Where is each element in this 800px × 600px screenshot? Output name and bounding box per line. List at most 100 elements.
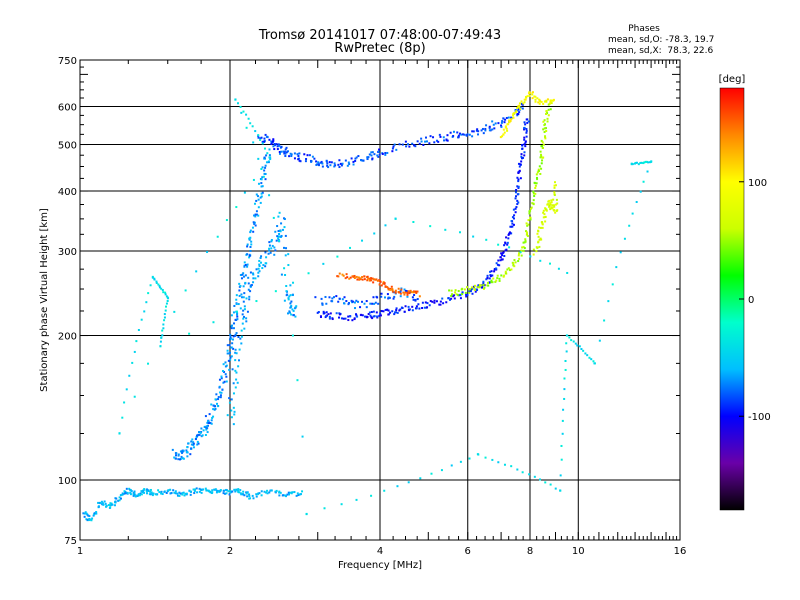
data-point bbox=[348, 163, 351, 166]
data-point bbox=[233, 413, 236, 416]
data-point bbox=[472, 130, 475, 133]
data-point bbox=[463, 288, 466, 291]
data-point bbox=[553, 205, 556, 208]
data-point bbox=[226, 344, 229, 347]
data-point bbox=[468, 133, 471, 136]
data-point bbox=[439, 303, 442, 306]
data-point bbox=[233, 410, 236, 413]
data-point bbox=[538, 102, 541, 105]
data-point bbox=[261, 267, 264, 270]
data-point bbox=[493, 270, 496, 273]
data-point bbox=[181, 493, 184, 496]
data-point bbox=[514, 261, 517, 264]
data-point bbox=[284, 495, 287, 498]
data-point bbox=[230, 314, 233, 317]
data-point bbox=[535, 246, 538, 249]
data-point bbox=[553, 184, 556, 187]
colorbar-tick-label: -100 bbox=[748, 412, 771, 423]
data-point bbox=[391, 310, 394, 313]
data-point bbox=[378, 153, 381, 156]
data-point bbox=[137, 328, 140, 331]
data-point bbox=[544, 100, 547, 103]
data-point bbox=[380, 309, 383, 312]
data-point bbox=[504, 270, 507, 273]
x-axis-label: Frequency [MHz] bbox=[338, 560, 422, 571]
data-point bbox=[534, 95, 537, 98]
data-point bbox=[506, 243, 509, 246]
data-point bbox=[149, 493, 152, 496]
data-point bbox=[327, 166, 330, 169]
data-point bbox=[259, 196, 262, 199]
data-point bbox=[181, 449, 184, 452]
data-point bbox=[260, 195, 263, 198]
data-point bbox=[507, 233, 510, 236]
data-point bbox=[366, 275, 369, 278]
data-point bbox=[433, 141, 436, 144]
data-point bbox=[272, 138, 275, 141]
data-point bbox=[347, 315, 350, 318]
data-point bbox=[169, 488, 172, 491]
data-point bbox=[236, 315, 239, 318]
data-point bbox=[548, 205, 551, 208]
data-point bbox=[420, 137, 423, 140]
data-point bbox=[140, 318, 143, 321]
data-point bbox=[525, 95, 528, 98]
data-point bbox=[290, 492, 293, 495]
data-point bbox=[386, 308, 389, 311]
data-point bbox=[224, 373, 227, 376]
data-point bbox=[216, 235, 219, 238]
data-point bbox=[301, 490, 304, 493]
data-point bbox=[305, 512, 308, 515]
data-point bbox=[398, 143, 401, 146]
data-point bbox=[249, 246, 252, 249]
data-point bbox=[522, 241, 525, 244]
data-point bbox=[95, 512, 98, 515]
data-point bbox=[268, 138, 271, 141]
data-point bbox=[544, 220, 547, 223]
data-point bbox=[524, 123, 527, 126]
data-point bbox=[330, 161, 333, 164]
data-point bbox=[287, 493, 290, 496]
data-point bbox=[540, 221, 543, 224]
data-point bbox=[138, 494, 141, 497]
data-point bbox=[528, 473, 531, 476]
data-point bbox=[247, 276, 250, 279]
data-point bbox=[310, 160, 313, 163]
data-point bbox=[251, 494, 254, 497]
data-point bbox=[516, 468, 519, 471]
data-point bbox=[244, 274, 247, 277]
data-point bbox=[260, 185, 263, 188]
data-point bbox=[373, 315, 376, 318]
data-point bbox=[262, 264, 265, 267]
data-point bbox=[507, 237, 510, 240]
data-point bbox=[296, 379, 299, 382]
data-point bbox=[475, 288, 478, 291]
data-point bbox=[229, 335, 232, 338]
data-point bbox=[603, 319, 606, 322]
data-point bbox=[243, 261, 246, 264]
data-point bbox=[546, 112, 549, 115]
data-point bbox=[215, 393, 218, 396]
data-point bbox=[234, 489, 237, 492]
colorbar-label: [deg] bbox=[719, 74, 746, 85]
data-point bbox=[289, 491, 292, 494]
data-point bbox=[406, 291, 409, 294]
data-point bbox=[552, 209, 555, 212]
data-point bbox=[529, 91, 532, 94]
data-point bbox=[128, 487, 131, 490]
data-point bbox=[138, 493, 141, 496]
data-point bbox=[160, 336, 163, 339]
data-point bbox=[399, 289, 402, 292]
data-point bbox=[235, 371, 238, 374]
data-point bbox=[367, 313, 370, 316]
data-point bbox=[498, 277, 501, 280]
data-point bbox=[232, 335, 235, 338]
data-point bbox=[415, 305, 418, 308]
data-point bbox=[184, 289, 187, 292]
data-point bbox=[235, 352, 238, 355]
data-point bbox=[295, 305, 298, 308]
data-point bbox=[511, 222, 514, 225]
data-point bbox=[535, 182, 538, 185]
data-point bbox=[356, 278, 359, 281]
data-point bbox=[400, 306, 403, 309]
